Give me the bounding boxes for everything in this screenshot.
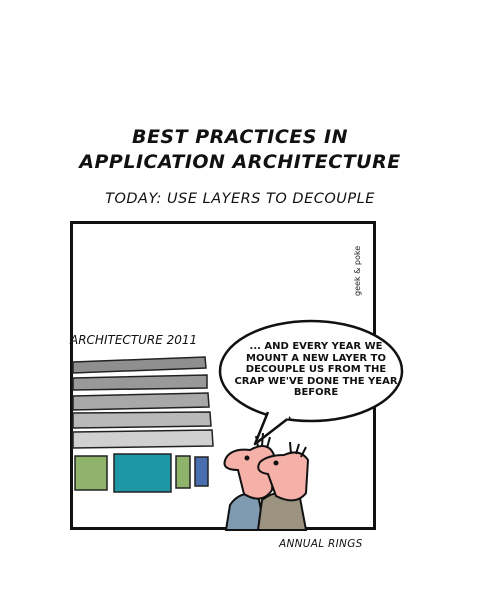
speech-bubble-text: ... AND EVERY YEAR WE MOUNT A NEW LAYER … — [234, 341, 398, 398]
person-left-head — [223, 445, 276, 500]
characters — [223, 432, 310, 531]
layer-2 — [72, 374, 208, 391]
module-boxes — [74, 453, 209, 493]
comic-title-line2: APPLICATION ARCHITECTURE — [79, 151, 401, 173]
person-right-head — [257, 451, 310, 502]
layer-3 — [72, 392, 210, 411]
architecture-label: ARCHITECTURE 2011 — [70, 333, 198, 347]
layer-4 — [72, 411, 212, 429]
architecture-layers — [72, 356, 214, 449]
artist-signature: geek & poke — [353, 245, 362, 296]
comic-subtitle: TODAY: USE LAYERS TO DECOUPLE — [105, 191, 375, 207]
module-green-2 — [175, 455, 191, 489]
comic-caption: ANNUAL RINGS — [279, 538, 363, 550]
module-blue — [194, 456, 209, 487]
comic-title-line1: BEST PRACTICES IN — [131, 126, 349, 148]
layer-5 — [72, 429, 214, 449]
layer-1 — [72, 356, 207, 374]
module-green — [74, 455, 108, 491]
speech-bubble — [218, 319, 404, 446]
module-teal — [113, 453, 172, 493]
